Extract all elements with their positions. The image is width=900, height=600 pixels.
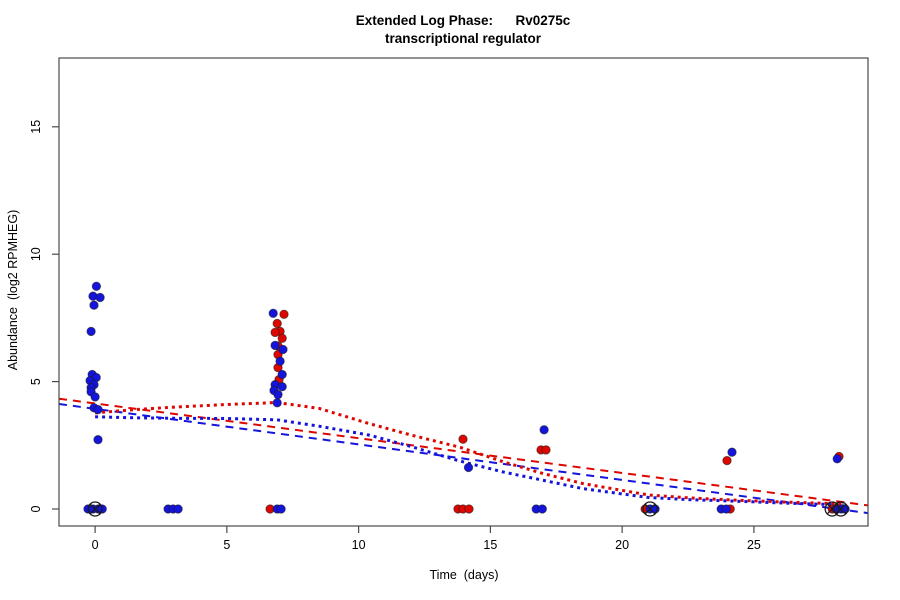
circle-x-marker <box>824 501 840 517</box>
blue-data-point <box>91 281 102 291</box>
blue-data-point <box>278 344 288 355</box>
axes-layer: 0 5 10 15 20 25 0 5 10 15 <box>29 57 869 552</box>
red-data-point <box>541 445 551 455</box>
blue-data-point <box>273 389 283 400</box>
blue-data-point <box>463 462 474 473</box>
blue-data-point <box>721 504 731 514</box>
x-tick-label: 15 <box>483 538 497 552</box>
blue-data-point <box>95 292 105 303</box>
blue-data-point <box>173 504 183 514</box>
blue-data-point <box>93 404 103 415</box>
x-tick-label: 0 <box>92 538 99 552</box>
y-axis-label: Abundance (log2 RPMHEG) <box>6 210 20 371</box>
circle-x-markers-layer <box>87 501 849 517</box>
y-tick-label: 10 <box>29 247 43 261</box>
blue-data-point <box>90 392 100 402</box>
y-tick-label: 5 <box>29 378 43 385</box>
blue-data-point <box>727 447 737 457</box>
blue-data-point <box>832 454 842 464</box>
circle-x-marker <box>642 501 658 517</box>
circle-x-diagonal <box>89 503 101 515</box>
blue-data-point <box>275 356 285 366</box>
x-axis-label: Time (days) <box>430 568 499 582</box>
x-tick-label: 25 <box>747 538 761 552</box>
red-data-point <box>279 309 289 319</box>
circle-x-marker <box>87 501 103 517</box>
red-data-point <box>277 333 287 343</box>
data-points-layer <box>83 281 850 514</box>
circle-x-ring <box>824 501 840 517</box>
red-data-point <box>458 434 468 444</box>
x-tick-label: 20 <box>615 538 629 552</box>
y-tick-label: 0 <box>29 505 43 512</box>
blue-data-point <box>89 300 99 310</box>
circle-x-ring <box>833 501 849 517</box>
plot-title-line2: transcriptional regulator <box>385 31 542 46</box>
blue-data-point <box>276 504 286 514</box>
blue-data-point <box>268 308 278 318</box>
red-data-point <box>722 455 732 466</box>
circle-x-diagonal <box>644 503 656 515</box>
plot-frame <box>58 57 869 527</box>
y-tick-label: 15 <box>29 120 43 134</box>
blue-data-point <box>277 369 287 380</box>
red-data-point <box>272 318 282 329</box>
circle-x-ring <box>87 501 103 517</box>
circle-x-diagonal <box>826 503 838 515</box>
blue-data-point <box>539 425 549 435</box>
red-dashed-trend <box>58 397 869 507</box>
blue-data-point <box>277 382 287 392</box>
plot-title-line1: Extended Log Phase: Rv0275c <box>356 13 571 28</box>
red-dotted-smooth <box>94 400 844 506</box>
blue-data-point <box>272 398 282 408</box>
blue-dashed-trend <box>58 403 869 515</box>
blue-data-point <box>93 435 103 445</box>
red-data-point <box>270 327 280 338</box>
circle-x-diagonal <box>835 503 847 515</box>
blue-dotted-smooth <box>95 415 844 507</box>
blue-data-point <box>86 326 96 337</box>
x-tick-label: 10 <box>352 538 366 552</box>
x-tick-label: 5 <box>223 538 230 552</box>
blue-data-point <box>270 340 280 351</box>
blue-data-point <box>537 504 547 514</box>
red-data-point <box>464 504 474 514</box>
circle-x-ring <box>642 501 658 517</box>
trend-lines-layer <box>58 397 869 515</box>
circle-x-marker <box>833 501 849 517</box>
